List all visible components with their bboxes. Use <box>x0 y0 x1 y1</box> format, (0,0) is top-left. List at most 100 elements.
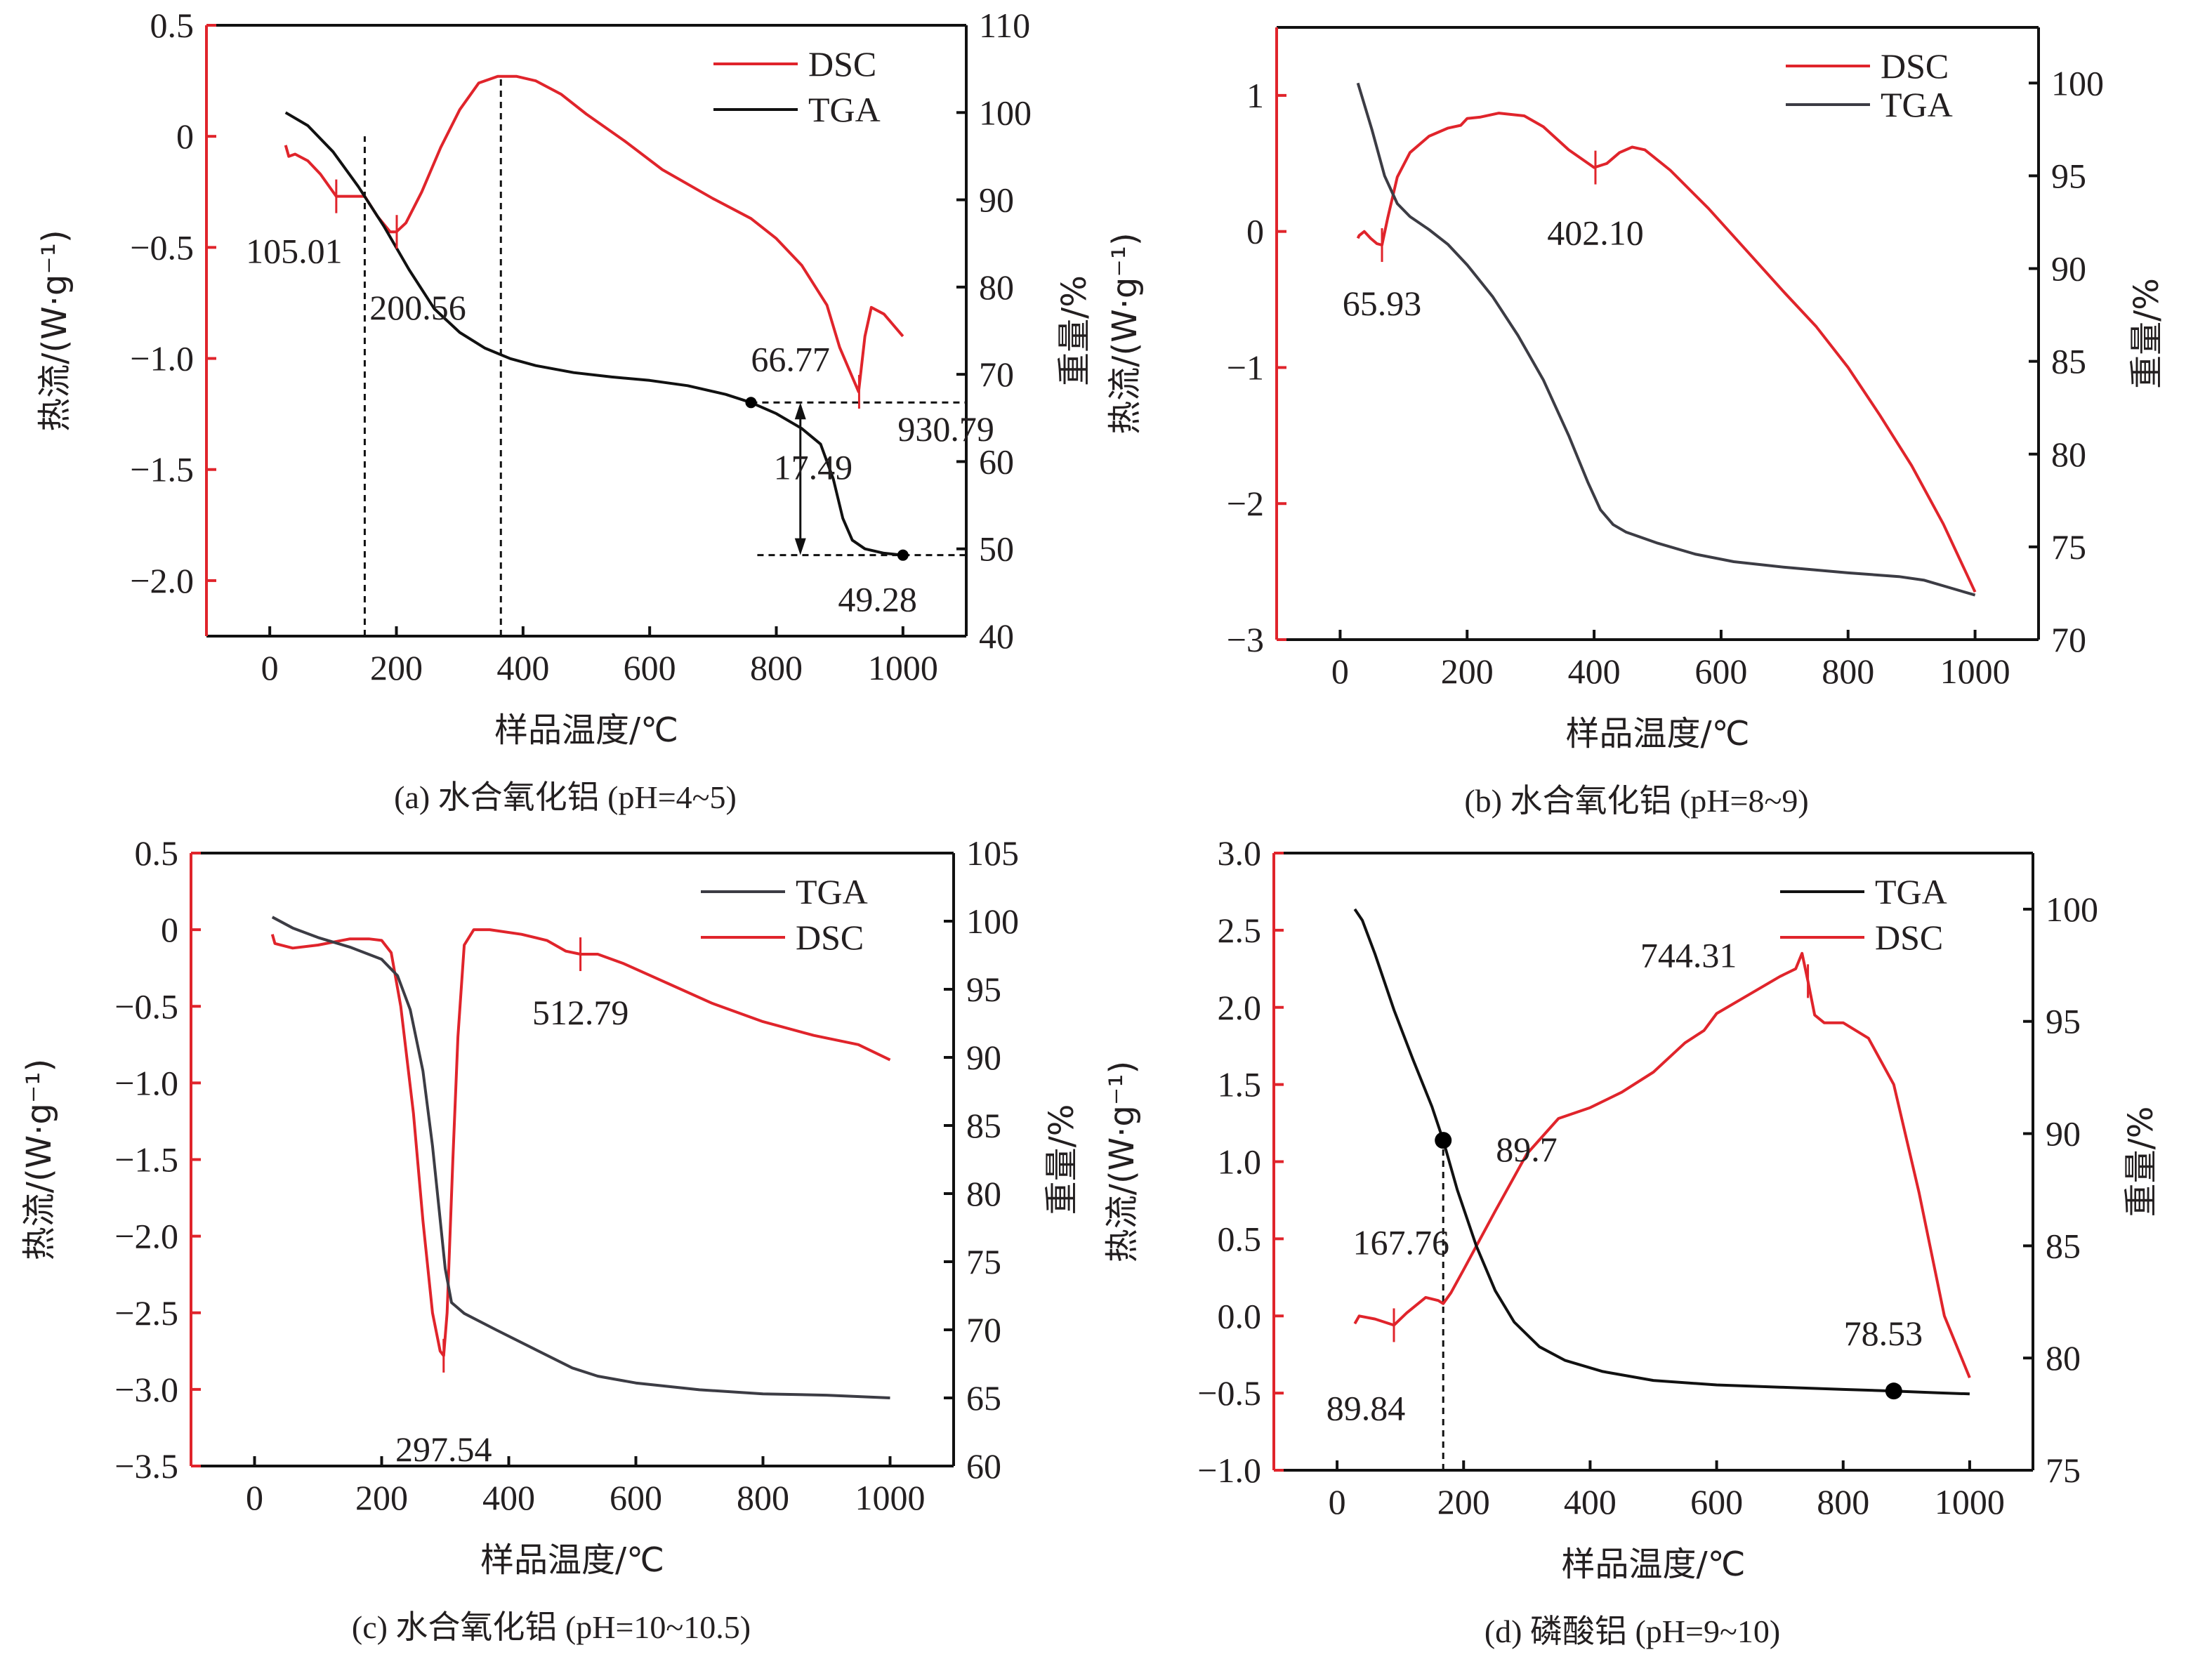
x-tick-label: 600 <box>610 1478 662 1517</box>
left-y-tick-label: −2.0 <box>130 561 194 600</box>
x-tick-label: 400 <box>496 648 549 687</box>
legend-label-dsc: DSC <box>808 44 876 84</box>
annotation-label: 512.79 <box>532 993 629 1032</box>
left-y-tick-label: 3.0 <box>1218 833 1262 873</box>
legend-label-tga: TGA <box>796 872 868 911</box>
annotation-label: 65.93 <box>1343 284 1422 323</box>
right-y-tick-label: 90 <box>2046 1114 2081 1154</box>
right-y-axis-title: 重量/% <box>1055 275 1094 386</box>
right-y-tick-label: 85 <box>2051 342 2086 381</box>
right-y-tick-label: 85 <box>2046 1226 2081 1265</box>
annotation-label: 49.28 <box>838 580 917 619</box>
x-tick-label: 0 <box>246 1478 263 1517</box>
x-tick-label: 0 <box>261 648 279 687</box>
series-dsc-line <box>1356 112 1977 593</box>
legend-label-tga: TGA <box>808 90 881 129</box>
arrow-head-up-icon <box>794 402 806 420</box>
annotation-label: 930.79 <box>897 409 994 449</box>
x-tick-label: 600 <box>624 648 676 687</box>
legend-label-dsc: DSC <box>796 918 864 957</box>
x-tick-label: 200 <box>1437 1482 1490 1521</box>
panel-c: 0 200 400 600 800 1000 0.5 0 −0.5 −1.0 −1.5 −2.0 −2.… <box>20 833 1081 1645</box>
x-tick-label: 800 <box>750 648 803 687</box>
left-y-tick-label: 1 <box>1246 76 1264 115</box>
left-y-tick-label: 1.5 <box>1218 1065 1262 1104</box>
left-y-tick-label: −3.0 <box>114 1370 178 1409</box>
right-y-tick-label: 95 <box>2051 156 2086 195</box>
right-y-tick-label: 105 <box>966 833 1019 873</box>
right-y-tick-label: 75 <box>2051 527 2086 567</box>
x-tick-label: 400 <box>482 1478 535 1517</box>
left-y-tick-label: −1.0 <box>130 339 194 378</box>
right-y-tick-label: 90 <box>979 180 1014 220</box>
annotation-label: 89.7 <box>1496 1130 1558 1169</box>
series-dsc-line <box>1353 951 1971 1378</box>
x-axis-title: 样品温度/℃ <box>1565 714 1749 753</box>
legend-label-tga: TGA <box>1881 85 1953 124</box>
panel-caption: (c) 水合氧化铝 (pH=10~10.5) <box>352 1609 751 1645</box>
right-y-tick-label: 100 <box>2051 63 2104 103</box>
left-y-tick-label: 1.0 <box>1218 1142 1262 1182</box>
x-tick-label: 600 <box>1694 652 1747 691</box>
x-tick-label: 200 <box>1441 652 1494 691</box>
series-tga-line <box>284 111 904 557</box>
x-tick-label: 800 <box>1822 652 1874 691</box>
right-y-tick-label: 50 <box>979 529 1014 569</box>
x-tick-label: 1000 <box>868 648 938 687</box>
left-y-axis-title: 热流/(W·g⁻¹) <box>1105 232 1145 434</box>
data-point-marker <box>1435 1132 1452 1149</box>
legend-label-dsc: DSC <box>1875 918 1943 957</box>
panel-caption: (b) 水合氧化铝 (pH=8~9) <box>1464 783 1808 819</box>
left-y-tick-label: −1.0 <box>114 1063 178 1102</box>
series-tga-line <box>1356 82 1976 597</box>
annotation-label: 200.56 <box>369 288 466 327</box>
annotation-label: 744.31 <box>1640 935 1737 975</box>
x-tick-label: 0 <box>1329 1482 1346 1521</box>
left-y-axis-title: 热流/(W·g⁻¹) <box>1102 1061 1142 1262</box>
series-dsc-line <box>284 74 904 393</box>
right-y-tick-label: 80 <box>966 1174 1001 1213</box>
legend-label-tga: TGA <box>1875 872 1947 911</box>
x-tick-label: 200 <box>355 1478 408 1517</box>
right-y-tick-label: 65 <box>966 1378 1001 1418</box>
x-tick-label: 600 <box>1690 1482 1743 1521</box>
x-tick-label: 400 <box>1564 1482 1617 1521</box>
left-y-axis-title: 热流/(W·g⁻¹) <box>35 230 74 431</box>
right-y-axis-title: 重量/% <box>2121 1107 2161 1217</box>
right-y-tick-label: 80 <box>979 268 1014 307</box>
right-y-tick-label: 80 <box>2051 435 2086 474</box>
left-y-tick-label: −1.5 <box>114 1140 178 1180</box>
left-y-tick-label: −2.5 <box>114 1293 178 1333</box>
right-y-tick-label: 110 <box>979 6 1030 45</box>
annotation-label: 402.10 <box>1547 213 1644 253</box>
right-y-tick-label: 60 <box>979 442 1014 481</box>
right-y-tick-label: 95 <box>2046 1002 2081 1041</box>
left-y-tick-label: 0 <box>161 910 178 949</box>
left-y-tick-label: 0 <box>176 117 194 156</box>
right-y-tick-label: 90 <box>2051 249 2086 289</box>
panel-b: 0 200 400 600 800 1000 1 0 −1 −2 −3 100 95 90 85 80 75 70… <box>1105 26 2166 819</box>
left-y-axis-title: 热流/(W·g⁻¹) <box>20 1059 59 1260</box>
x-tick-label: 1000 <box>1940 652 2010 691</box>
legend-label-dsc: DSC <box>1881 46 1949 86</box>
annotation-label: 89.84 <box>1326 1388 1406 1427</box>
left-y-tick-label: 0.0 <box>1218 1296 1262 1335</box>
x-tick-label: 800 <box>737 1478 789 1517</box>
series-tga-line <box>1353 908 1970 1396</box>
left-y-tick-label: 0.5 <box>135 833 179 873</box>
x-tick-label: 400 <box>1568 652 1621 691</box>
series-dsc-line <box>270 928 891 1357</box>
right-y-tick-label: 70 <box>2051 620 2086 659</box>
panel-a: 0 200 400 600 800 1000 0.5 0 −0.5 −1.0 −1.5 −2.0 110… <box>35 6 1094 815</box>
left-y-tick-label: −0.5 <box>130 227 194 267</box>
left-y-tick-label: −1.5 <box>130 450 194 489</box>
right-y-tick-label: 60 <box>966 1446 1001 1486</box>
right-y-tick-label: 100 <box>979 93 1032 132</box>
right-y-tick-label: 90 <box>966 1038 1001 1077</box>
x-tick-label: 1000 <box>855 1478 926 1517</box>
annotation-label: 297.54 <box>395 1430 492 1469</box>
data-point-marker <box>745 397 757 409</box>
right-y-tick-label: 85 <box>966 1106 1001 1145</box>
right-y-tick-label: 70 <box>966 1310 1001 1349</box>
